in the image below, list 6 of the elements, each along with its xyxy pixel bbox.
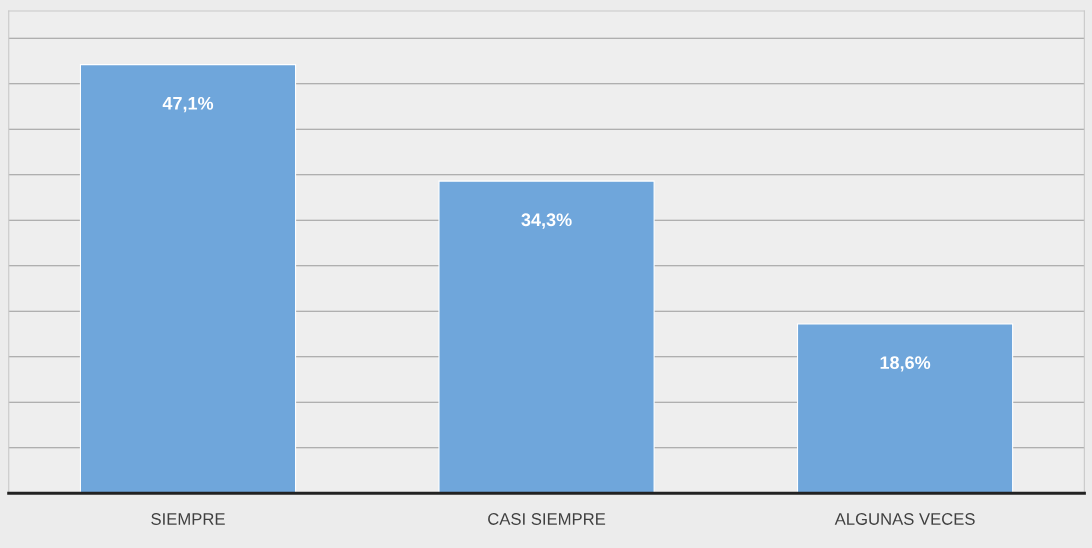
- data-label: 18,6%: [880, 356, 931, 372]
- data-label: 34,3%: [521, 213, 572, 229]
- x-tick-label: SIEMPRE: [151, 513, 225, 525]
- x-tick-label: ALGUNAS VECES: [834, 513, 975, 525]
- data-label: 47,1%: [162, 96, 214, 113]
- x-tick-label: CASI SIEMPRE: [488, 513, 606, 525]
